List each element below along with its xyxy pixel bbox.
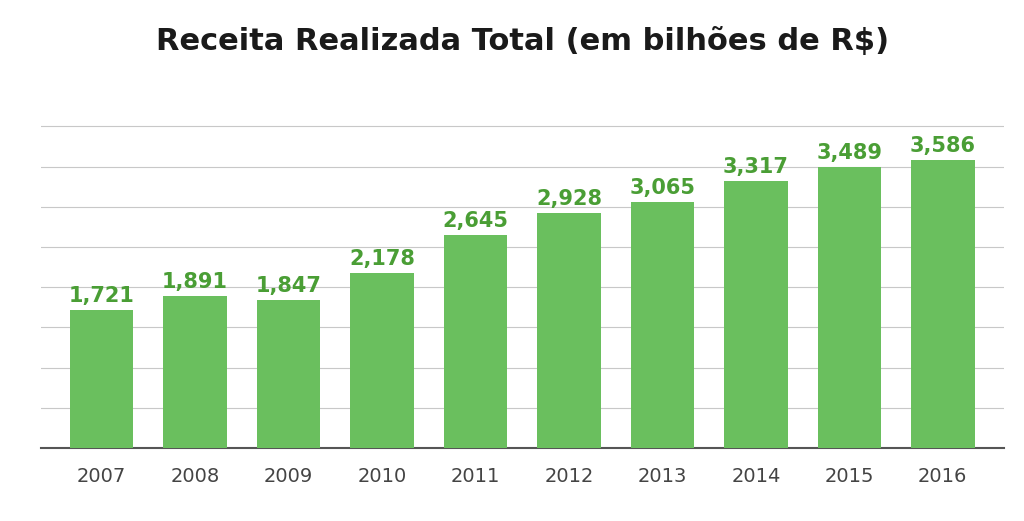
Text: 3,065: 3,065 [630, 178, 695, 197]
Bar [164, 296, 227, 448]
Text: 2,178: 2,178 [349, 249, 415, 269]
Text: 1,721: 1,721 [69, 286, 134, 306]
Bar [538, 213, 601, 448]
Bar [70, 309, 133, 448]
Text: 3,586: 3,586 [909, 135, 976, 156]
Text: 3,489: 3,489 [816, 143, 883, 164]
Bar [911, 160, 975, 448]
Bar [817, 167, 881, 448]
Text: 2,928: 2,928 [536, 189, 602, 208]
Bar [257, 300, 321, 448]
Title: Receita Realizada Total (em bilhões de R$): Receita Realizada Total (em bilhões de R… [156, 28, 889, 56]
Text: 3,317: 3,317 [723, 157, 788, 177]
Bar [443, 235, 507, 448]
Bar [724, 181, 787, 448]
Text: 1,847: 1,847 [256, 276, 322, 295]
Bar [350, 273, 414, 448]
Text: 2,645: 2,645 [442, 212, 509, 231]
Text: 1,891: 1,891 [162, 272, 228, 292]
Bar [631, 202, 694, 448]
